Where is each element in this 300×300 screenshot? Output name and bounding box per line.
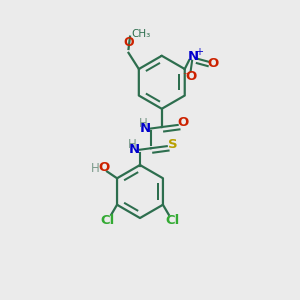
Text: CH₃: CH₃ xyxy=(131,29,151,39)
Text: N: N xyxy=(188,50,199,63)
Text: N: N xyxy=(140,122,151,135)
Text: O: O xyxy=(208,57,219,70)
Text: H: H xyxy=(139,117,148,130)
Text: ⁻: ⁻ xyxy=(183,71,188,81)
Text: O: O xyxy=(98,160,110,174)
Text: O: O xyxy=(185,70,196,83)
Text: +: + xyxy=(195,47,203,57)
Text: O: O xyxy=(177,116,189,129)
Text: Cl: Cl xyxy=(166,214,180,226)
Text: S: S xyxy=(168,138,178,151)
Text: H: H xyxy=(128,138,137,151)
Text: O: O xyxy=(123,36,134,49)
Text: Cl: Cl xyxy=(100,214,114,226)
Text: N: N xyxy=(129,143,140,156)
Text: H: H xyxy=(91,162,100,175)
